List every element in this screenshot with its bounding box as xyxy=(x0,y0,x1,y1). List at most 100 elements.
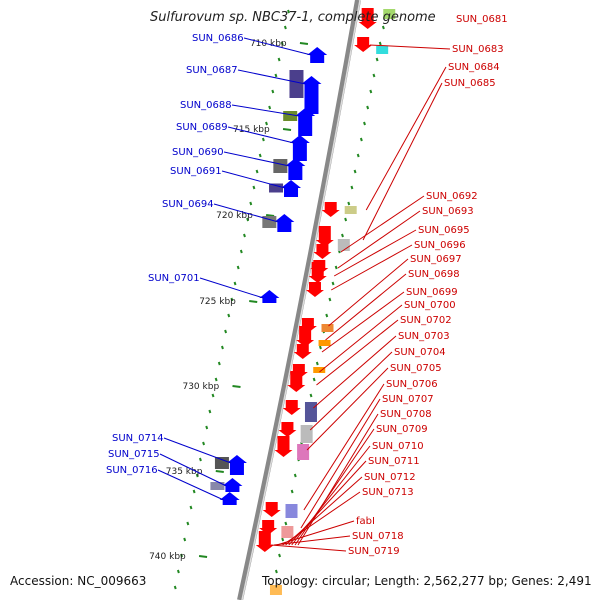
forward-gene-arrow xyxy=(281,180,302,197)
cog-box xyxy=(376,46,389,54)
reverse-leader-line xyxy=(333,229,417,277)
forward-gene-label: SUN_0687 xyxy=(186,65,238,76)
cog-box xyxy=(313,367,326,373)
reverse-leader-line xyxy=(337,210,421,269)
outer-ring-tick xyxy=(249,201,253,206)
cog-box xyxy=(281,526,294,538)
outer-ring-tick xyxy=(221,345,224,350)
scale-tick xyxy=(249,300,258,303)
cog-box xyxy=(269,183,284,193)
scale-tick xyxy=(266,214,275,217)
inner-ring-tick xyxy=(331,281,335,286)
reverse-leader-line xyxy=(300,398,381,529)
outer-ring-tick xyxy=(277,57,281,62)
reverse-gene-label: SUN_0705 xyxy=(390,363,442,374)
reverse-gene-label: SUN_0709 xyxy=(376,424,428,435)
cog-box xyxy=(273,159,288,173)
forward-leader-line xyxy=(163,437,232,464)
cog-box xyxy=(337,239,350,251)
reverse-gene-label: SUN_0719 xyxy=(348,546,400,557)
inner-ring-tick xyxy=(312,377,316,382)
map-title: Sulfurovum sp. NBC37-1, complete genome xyxy=(150,10,436,25)
reverse-gene-label: SUN_0696 xyxy=(414,240,466,251)
inner-ring-tick xyxy=(325,313,329,318)
outer-ring-tick xyxy=(195,473,199,478)
reverse-gene-label: SUN_0718 xyxy=(352,531,404,542)
inner-ring-tick xyxy=(344,217,348,222)
inner-ring-tick xyxy=(353,169,357,174)
outer-ring-tick xyxy=(214,377,218,382)
inner-ring-tick xyxy=(359,137,363,142)
outer-ring-tick xyxy=(189,505,193,510)
reverse-gene-label: SUN_0692 xyxy=(426,191,478,202)
reverse-gene-arrow xyxy=(282,400,301,415)
reverse-gene-label: SUN_0697 xyxy=(410,254,462,265)
scale-tick xyxy=(215,470,224,473)
inner-ring-tick xyxy=(319,345,322,350)
inner-ring-tick xyxy=(328,297,332,302)
reverse-leader-line xyxy=(309,351,393,431)
scale-label: 715 kbp xyxy=(233,125,270,135)
outer-ring-tick xyxy=(283,25,287,30)
outer-ring-tick xyxy=(192,489,196,494)
forward-gene-label: SUN_0690 xyxy=(172,147,224,158)
reverse-leader-line xyxy=(362,82,443,241)
inner-ring-tick xyxy=(366,105,370,110)
forward-leader-line xyxy=(223,151,290,167)
forward-gene-arrow xyxy=(259,290,280,303)
outer-ring-tick xyxy=(176,569,180,574)
inner-ring-tick xyxy=(274,569,278,574)
forward-leader-line xyxy=(243,37,312,56)
cog-box xyxy=(214,457,229,469)
cog-box xyxy=(297,444,310,460)
reverse-gene-label: fabI xyxy=(356,516,375,527)
reverse-gene-arrow xyxy=(321,202,340,217)
forward-gene-label: SUN_0716 xyxy=(106,465,158,476)
reverse-gene-arrow xyxy=(274,436,293,457)
outer-ring-tick xyxy=(268,105,272,110)
reverse-leader-line xyxy=(369,44,451,50)
reverse-leader-line xyxy=(282,491,361,546)
inner-ring-tick xyxy=(375,57,379,62)
reverse-leader-line xyxy=(365,66,447,211)
inner-ring-tick xyxy=(341,233,344,238)
outer-ring-tick xyxy=(255,169,259,174)
cog-box xyxy=(285,504,298,518)
scale-tick xyxy=(198,555,208,558)
reverse-gene-label: SUN_0683 xyxy=(452,44,504,55)
cog-box xyxy=(318,340,331,346)
reverse-gene-label: SUN_0681 xyxy=(456,14,508,25)
outer-ring-tick xyxy=(287,9,290,14)
reverse-gene-label: SUN_0699 xyxy=(406,287,458,298)
outer-ring-tick xyxy=(186,521,190,526)
outer-ring-tick xyxy=(274,73,278,78)
accession-text: Accession: NC_009663 xyxy=(10,574,147,588)
backbone-highlight xyxy=(241,0,361,600)
outer-ring-tick xyxy=(211,393,215,398)
reverse-leader-line xyxy=(273,535,351,546)
outer-ring-tick xyxy=(271,89,275,94)
backbone-arc xyxy=(237,0,361,600)
reverse-leader-line xyxy=(303,383,385,511)
outer-ring-tick xyxy=(224,329,228,334)
forward-gene-arrow xyxy=(274,214,295,232)
forward-leader-line xyxy=(227,126,294,144)
outer-ring-tick xyxy=(227,313,231,318)
outer-ring-tick xyxy=(239,249,243,254)
reverse-gene-arrow xyxy=(315,226,334,247)
outer-ring-tick xyxy=(230,297,234,302)
reverse-gene-arrow xyxy=(354,37,373,52)
scale-label: 720 kbp xyxy=(216,211,253,221)
reverse-leader-line xyxy=(330,244,413,291)
scale-label: 725 kbp xyxy=(199,297,236,307)
inner-ring-tick xyxy=(372,73,376,78)
outer-ring-tick xyxy=(180,553,183,558)
forward-gene-arrow xyxy=(222,478,243,492)
reverse-leader-line xyxy=(271,544,347,552)
topology-text: Topology: circular; Length: 2,562,277 bp… xyxy=(262,574,592,588)
reverse-gene-label: SUN_0708 xyxy=(380,409,432,420)
forward-leader-line xyxy=(231,104,300,117)
reverse-gene-label: SUN_0684 xyxy=(448,62,500,73)
